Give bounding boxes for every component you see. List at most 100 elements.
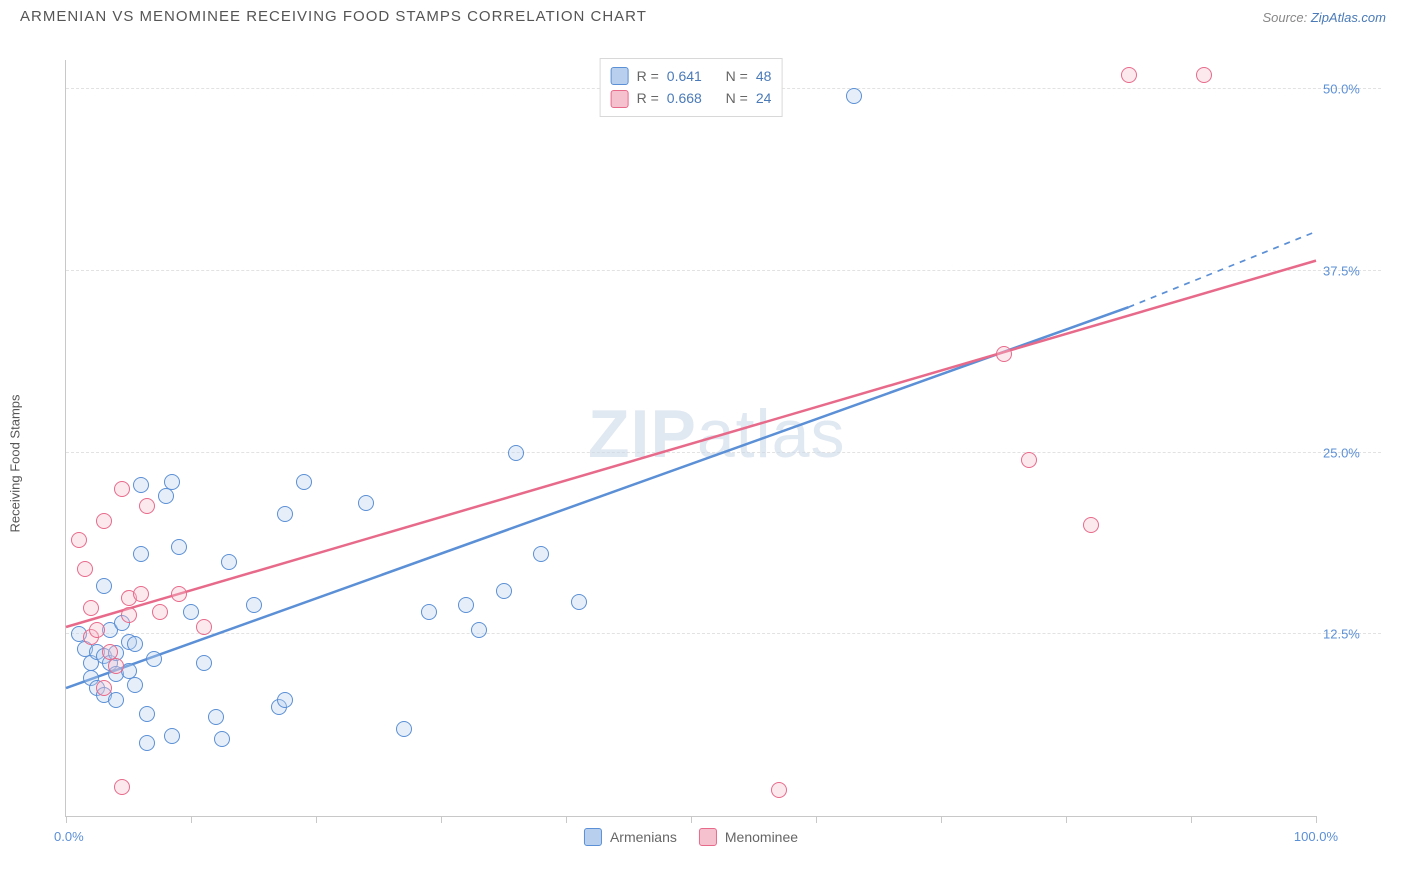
data-point-menominee — [96, 680, 112, 696]
data-point-armenians — [133, 546, 149, 562]
data-point-menominee — [77, 561, 93, 577]
data-point-armenians — [533, 546, 549, 562]
legend-swatch-menominee — [699, 828, 717, 846]
legend-label-armenians: Armenians — [610, 829, 677, 845]
data-point-armenians — [396, 721, 412, 737]
data-point-armenians — [358, 495, 374, 511]
x-tick — [941, 816, 942, 823]
y-tick-label: 12.5% — [1323, 627, 1378, 642]
data-point-armenians — [571, 594, 587, 610]
y-tick-label: 25.0% — [1323, 445, 1378, 460]
data-point-menominee — [83, 600, 99, 616]
x-tick — [1316, 816, 1317, 823]
data-point-armenians — [139, 706, 155, 722]
data-point-armenians — [196, 655, 212, 671]
data-point-menominee — [139, 498, 155, 514]
x-axis-start-label: 0.0% — [54, 829, 84, 844]
x-tick — [816, 816, 817, 823]
legend-stats-row-armenians: R = 0.641 N = 48 — [611, 65, 772, 87]
data-point-menominee — [1196, 67, 1212, 83]
data-point-armenians — [171, 539, 187, 555]
legend-stats: R = 0.641 N = 48 R = 0.668 N = 24 — [600, 58, 783, 117]
data-point-menominee — [996, 346, 1012, 362]
legend-item-armenians: Armenians — [584, 828, 677, 846]
data-point-armenians — [846, 88, 862, 104]
data-point-armenians — [139, 735, 155, 751]
data-point-menominee — [121, 607, 137, 623]
source-prefix: Source: — [1262, 10, 1310, 25]
data-point-armenians — [164, 474, 180, 490]
legend-r-value-menominee: 0.668 — [667, 87, 702, 109]
data-point-menominee — [771, 782, 787, 798]
data-point-menominee — [1121, 67, 1137, 83]
x-tick — [566, 816, 567, 823]
regression-line-menominee — [66, 261, 1316, 627]
data-point-armenians — [458, 597, 474, 613]
data-point-menominee — [196, 619, 212, 635]
x-tick — [1066, 816, 1067, 823]
data-point-armenians — [471, 622, 487, 638]
data-point-armenians — [127, 636, 143, 652]
y-tick-label: 50.0% — [1323, 82, 1378, 97]
x-tick — [316, 816, 317, 823]
data-point-menominee — [96, 513, 112, 529]
chart-title: ARMENIAN VS MENOMINEE RECEIVING FOOD STA… — [20, 8, 647, 25]
data-point-armenians — [158, 488, 174, 504]
regression-lines-layer — [66, 60, 1316, 816]
x-axis-end-label: 100.0% — [1294, 829, 1338, 844]
plot-area: ZIPatlas R = 0.641 N = 48 R = 0.668 N = … — [65, 60, 1316, 817]
data-point-armenians — [421, 604, 437, 620]
legend-n-value-armenians: 48 — [756, 65, 772, 87]
y-axis-label: Receiving Food Stamps — [8, 394, 23, 532]
data-point-menominee — [152, 604, 168, 620]
data-point-armenians — [208, 709, 224, 725]
data-point-armenians — [296, 474, 312, 490]
legend-swatch-armenians — [611, 67, 629, 85]
x-tick — [66, 816, 67, 823]
data-point-armenians — [221, 554, 237, 570]
legend-n-label: N = — [726, 65, 748, 87]
data-point-armenians — [127, 677, 143, 693]
data-point-menominee — [89, 622, 105, 638]
data-point-armenians — [96, 578, 112, 594]
data-point-armenians — [277, 692, 293, 708]
regression-line-armenians — [66, 307, 1129, 688]
data-point-menominee — [1021, 452, 1037, 468]
source-link[interactable]: ZipAtlas.com — [1311, 10, 1386, 25]
data-point-armenians — [133, 477, 149, 493]
legend-swatch-armenians — [584, 828, 602, 846]
legend-n-value-menominee: 24 — [756, 87, 772, 109]
data-point-armenians — [146, 651, 162, 667]
data-point-armenians — [277, 506, 293, 522]
data-point-armenians — [108, 692, 124, 708]
data-point-armenians — [183, 604, 199, 620]
source-attribution: Source: ZipAtlas.com — [1262, 8, 1386, 25]
legend-r-label: R = — [637, 87, 659, 109]
legend-n-label: N = — [726, 87, 748, 109]
x-tick — [191, 816, 192, 823]
data-point-menominee — [1083, 517, 1099, 533]
legend-item-menominee: Menominee — [699, 828, 798, 846]
y-tick-label: 37.5% — [1323, 263, 1378, 278]
data-point-menominee — [114, 779, 130, 795]
data-point-armenians — [496, 583, 512, 599]
x-tick — [691, 816, 692, 823]
data-point-menominee — [171, 586, 187, 602]
legend-label-menominee: Menominee — [725, 829, 798, 845]
data-point-armenians — [508, 445, 524, 461]
data-point-menominee — [108, 658, 124, 674]
x-tick — [1191, 816, 1192, 823]
chart-container: Receiving Food Stamps ZIPatlas R = 0.641… — [20, 40, 1386, 872]
legend-stats-row-menominee: R = 0.668 N = 24 — [611, 87, 772, 109]
legend-r-value-armenians: 0.641 — [667, 65, 702, 87]
legend-series: Armenians Menominee — [584, 828, 798, 846]
legend-swatch-menominee — [611, 90, 629, 108]
data-point-menominee — [114, 481, 130, 497]
data-point-armenians — [214, 731, 230, 747]
data-point-menominee — [71, 532, 87, 548]
x-tick — [441, 816, 442, 823]
legend-r-label: R = — [637, 65, 659, 87]
data-point-armenians — [164, 728, 180, 744]
data-point-armenians — [246, 597, 262, 613]
data-point-menominee — [133, 586, 149, 602]
